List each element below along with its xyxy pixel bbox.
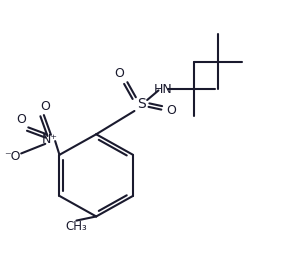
Text: N⁺: N⁺	[42, 133, 57, 146]
Text: HN: HN	[153, 82, 172, 96]
Text: O: O	[166, 104, 176, 118]
Text: O: O	[16, 113, 26, 126]
Text: CH₃: CH₃	[66, 219, 87, 233]
Text: ⁻O: ⁻O	[5, 150, 21, 163]
Text: O: O	[40, 100, 50, 113]
Text: S: S	[137, 97, 146, 111]
Text: O: O	[114, 67, 124, 81]
